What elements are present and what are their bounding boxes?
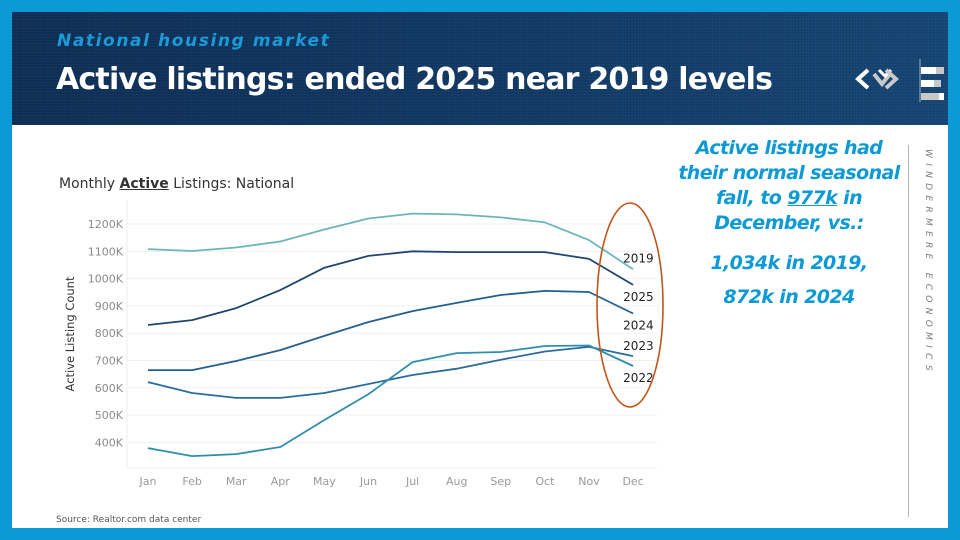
header-banner: National housing market Active listings:…	[12, 12, 948, 125]
brand-vertical-text: WINDERMERE ECONOMICS	[923, 149, 933, 376]
series-label-2023: 2023	[623, 339, 654, 353]
callout-text: Active listings had their normal seasona…	[676, 136, 902, 314]
y-tick-label: 900K	[95, 300, 124, 313]
callout-comparison-2024: 872k in 2024	[723, 286, 855, 308]
x-tick-label: Dec	[622, 475, 643, 488]
x-tick-label: Nov	[578, 475, 600, 488]
chart-title-prefix: Monthly	[59, 176, 120, 192]
series-label-2019: 2019	[623, 251, 654, 265]
series-label-2022: 2022	[623, 371, 654, 385]
series-lines	[147, 212, 634, 458]
y-tick-label: 800K	[95, 327, 124, 340]
x-tick-label: Jun	[359, 475, 377, 488]
series-line-2023	[147, 345, 634, 399]
y-tick-label: 400K	[95, 436, 124, 449]
source-note: Source: Realtor.com data center	[56, 515, 202, 525]
y-axis-label: Active Listing Count	[63, 276, 77, 391]
chart-title: Monthly Active Listings: National	[59, 176, 294, 192]
series-line-2019	[147, 212, 634, 271]
sidebar-divider	[908, 145, 909, 517]
x-tick-label: Jul	[405, 475, 419, 488]
series-line-2025	[147, 250, 634, 326]
windermere-w-icon	[855, 68, 899, 90]
series-label-2024: 2024	[623, 319, 654, 333]
chart-title-emphasis: Active	[119, 176, 169, 192]
december-highlight-ellipse	[596, 202, 664, 408]
series-line-2024	[148, 289, 634, 372]
x-axis-ticks: Jan Feb Mar Apr May Jun Jul Aug Sep Oct Nov Dec	[139, 475, 644, 488]
x-tick-label: Sep	[490, 475, 511, 488]
callout-comparison-2019: 1,034k in 2019,	[710, 252, 868, 274]
x-tick-label: Jan	[139, 475, 157, 488]
y-tick-label: 700K	[95, 355, 124, 368]
windermere-logo	[855, 59, 944, 102]
series-label-2025: 2025	[623, 290, 654, 304]
callout-highlight-value: 977k	[787, 187, 838, 209]
gridlines	[126, 200, 657, 469]
x-tick-label: Feb	[182, 475, 201, 488]
y-tick-label: 1100K	[88, 245, 124, 258]
y-tick-label: 1000K	[88, 273, 124, 286]
economics-e-icon	[921, 67, 944, 100]
x-tick-label: Mar	[226, 475, 247, 488]
y-axis-ticks: 400K 500K 600K 700K 800K 900K 1000K 1100K 1200K	[88, 218, 124, 449]
callout-main: Active listings had their normal seasona…	[678, 137, 900, 234]
x-tick-label: Oct	[535, 475, 555, 488]
chart-title-suffix: Listings: National	[168, 176, 295, 192]
series-line-2022	[147, 344, 634, 458]
y-tick-label: 600K	[95, 382, 124, 395]
series-labels: 2019 2025 2024 2023 2022	[623, 251, 654, 385]
x-tick-label: Apr	[271, 475, 291, 488]
y-tick-label: 1200K	[88, 218, 124, 231]
line-chart: 400K500K600K700K800K900K1000K1100K1200K …	[63, 200, 664, 488]
x-tick-label: May	[313, 475, 336, 488]
slide-title: Active listings: ended 2025 near 2019 le…	[56, 62, 773, 97]
x-tick-label: Aug	[446, 475, 467, 488]
section-kicker: National housing market	[57, 31, 331, 51]
slide: National housing market Active listings:…	[12, 12, 948, 528]
y-tick-label: 500K	[95, 409, 124, 422]
